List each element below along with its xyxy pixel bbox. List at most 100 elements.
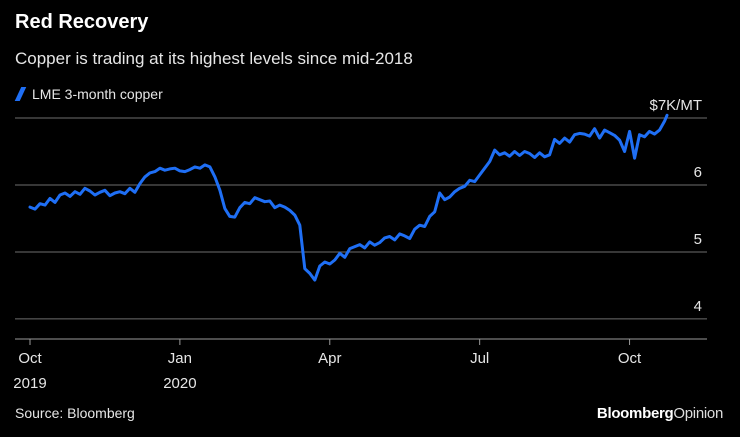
data-point [109, 194, 111, 197]
data-point [513, 150, 516, 153]
data-point [189, 168, 191, 171]
tick-labels: 4 5 6 $7K/MT Oct 2019 Jan 2020 Apr Jul Oct [13, 97, 702, 392]
data-point [164, 169, 166, 171]
data-point [368, 241, 371, 243]
data-point [159, 167, 161, 169]
legend-label: LME 3-month copper [32, 86, 163, 102]
data-point [623, 150, 626, 153]
data-point [588, 135, 591, 137]
brand-light: Opinion [673, 405, 723, 422]
data-point [653, 133, 656, 135]
data-point [393, 239, 396, 241]
data-point [244, 201, 246, 204]
data-point [578, 132, 581, 135]
x-tick-label-4: Oct [618, 350, 642, 367]
data-point [124, 192, 126, 195]
data-point [498, 154, 501, 156]
data-point [443, 198, 446, 201]
data-point [84, 187, 86, 190]
data-point [643, 136, 646, 138]
source-note: Source: Bloomberg [15, 405, 135, 421]
data-point [543, 156, 546, 158]
data-point [94, 194, 96, 196]
data-point [408, 237, 411, 240]
data-point [169, 168, 171, 170]
data-point [423, 225, 426, 228]
data-point [648, 130, 651, 133]
data-point [548, 154, 551, 156]
data-point [114, 192, 116, 194]
data-point [378, 241, 381, 244]
data-point [119, 190, 121, 193]
data-point [493, 149, 496, 151]
data-point [448, 196, 451, 198]
chart-title: Red Recovery [15, 11, 149, 33]
data-point [284, 206, 286, 208]
data-point [324, 261, 326, 263]
data-point [618, 139, 621, 141]
y-tick-label-1: 5 [694, 231, 702, 248]
data-point [403, 235, 406, 237]
data-point [139, 182, 141, 185]
data-point [279, 204, 281, 206]
data-point [154, 170, 156, 173]
data-point [468, 179, 471, 182]
data-point [433, 211, 436, 213]
data-point [179, 170, 181, 172]
data-point [428, 215, 431, 218]
data-point [383, 237, 386, 239]
data-point [314, 279, 316, 281]
brand-bold: Bloomberg [596, 405, 674, 422]
data-point [209, 166, 211, 168]
data-point [528, 152, 531, 155]
data-point [269, 200, 271, 202]
data-point [329, 263, 331, 265]
data-point [563, 137, 566, 139]
data-point [234, 216, 236, 218]
x-axis [15, 338, 707, 345]
data-point [518, 154, 521, 157]
data-point [523, 150, 526, 153]
x-tick-label-1: Jan [168, 350, 192, 367]
x-tick-label-2: Apr [318, 350, 341, 367]
legend: LME 3-month copper [14, 86, 163, 102]
data-point [438, 192, 441, 194]
data-point [249, 202, 251, 205]
data-point [658, 129, 661, 131]
data-point [254, 196, 256, 199]
data-point [533, 156, 536, 159]
data-point [388, 235, 391, 238]
y-tick-label-0: 4 [694, 298, 702, 315]
data-point [149, 172, 151, 174]
x-tick-year-label-1: 2020 [163, 375, 196, 392]
data-point [29, 206, 31, 208]
data-point [453, 190, 456, 193]
data-point [473, 180, 476, 183]
data-point [373, 244, 376, 246]
data-point [259, 198, 261, 201]
data-point [229, 215, 231, 218]
data-point [99, 191, 101, 194]
data-point [568, 141, 571, 143]
data-point [598, 137, 601, 139]
data-point [134, 191, 136, 194]
x-tick-year-label-0: 2019 [13, 375, 46, 392]
data-point [349, 247, 351, 250]
data-point [64, 192, 66, 194]
data-point [593, 127, 596, 130]
series-line-0 [28, 113, 669, 282]
data-point [478, 174, 481, 176]
data-point [633, 157, 636, 159]
data-point [538, 152, 541, 154]
data-point [573, 133, 576, 136]
data-point [129, 187, 131, 190]
data-point [89, 190, 91, 192]
data-point [344, 256, 346, 259]
data-point [174, 167, 176, 169]
data-point [49, 197, 51, 200]
data-point [319, 265, 321, 267]
data-point [104, 189, 106, 192]
data-point [69, 195, 71, 198]
data-point [44, 204, 46, 206]
